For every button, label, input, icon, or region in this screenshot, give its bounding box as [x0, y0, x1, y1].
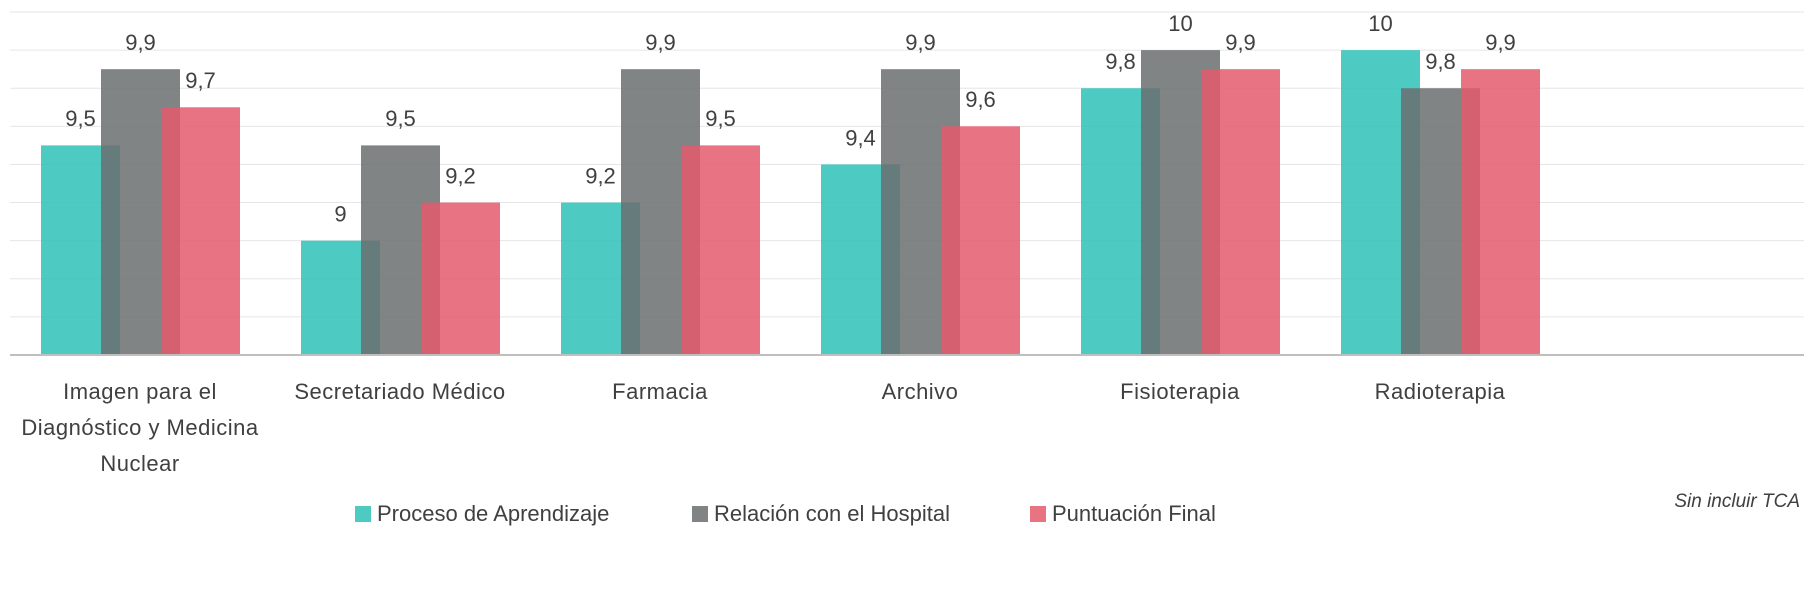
bar	[941, 126, 1020, 355]
legend-swatch	[355, 506, 371, 522]
bar	[1201, 69, 1280, 356]
legend-label: Proceso de Aprendizaje	[377, 501, 609, 526]
x-tick-label: Fisioterapia	[1120, 379, 1240, 404]
data-label: 10	[1368, 11, 1392, 36]
data-label: 9,4	[845, 125, 876, 150]
data-label: 9,5	[705, 106, 736, 131]
legend-label: Relación con el Hospital	[714, 501, 950, 526]
data-label: 9,9	[1225, 30, 1256, 55]
data-label: 9,5	[65, 106, 96, 131]
data-label: 9,2	[585, 163, 616, 188]
data-label: 9,8	[1105, 49, 1136, 74]
data-label: 9,9	[1485, 30, 1516, 55]
data-label: 9,8	[1425, 49, 1456, 74]
legend-label: Puntuación Final	[1052, 501, 1216, 526]
data-label: 9,7	[185, 68, 216, 93]
data-label: 9	[334, 201, 346, 226]
bar	[681, 145, 760, 355]
data-label: 9,9	[645, 30, 676, 55]
data-label: 10	[1168, 11, 1192, 36]
x-tick-label: Radioterapia	[1374, 379, 1506, 404]
legend-swatch	[1030, 506, 1046, 522]
x-tick-label: Farmacia	[612, 379, 708, 404]
bar	[1461, 69, 1540, 356]
annotation: Sin incluir TCA	[1674, 491, 1800, 512]
data-label: 9,2	[445, 163, 476, 188]
data-label: 9,5	[385, 106, 416, 131]
x-tick-label: Imagen para el Diagnóstico y Medicina Nu…	[21, 379, 259, 476]
bar	[421, 202, 500, 355]
bar	[161, 107, 240, 356]
data-label: 9,9	[125, 30, 156, 55]
legend-swatch	[692, 506, 708, 522]
x-tick-label: Secretariado Médico	[294, 379, 506, 404]
x-tick-label: Archivo	[881, 379, 959, 404]
data-label: 9,6	[965, 87, 996, 112]
data-label: 9,9	[905, 30, 936, 55]
